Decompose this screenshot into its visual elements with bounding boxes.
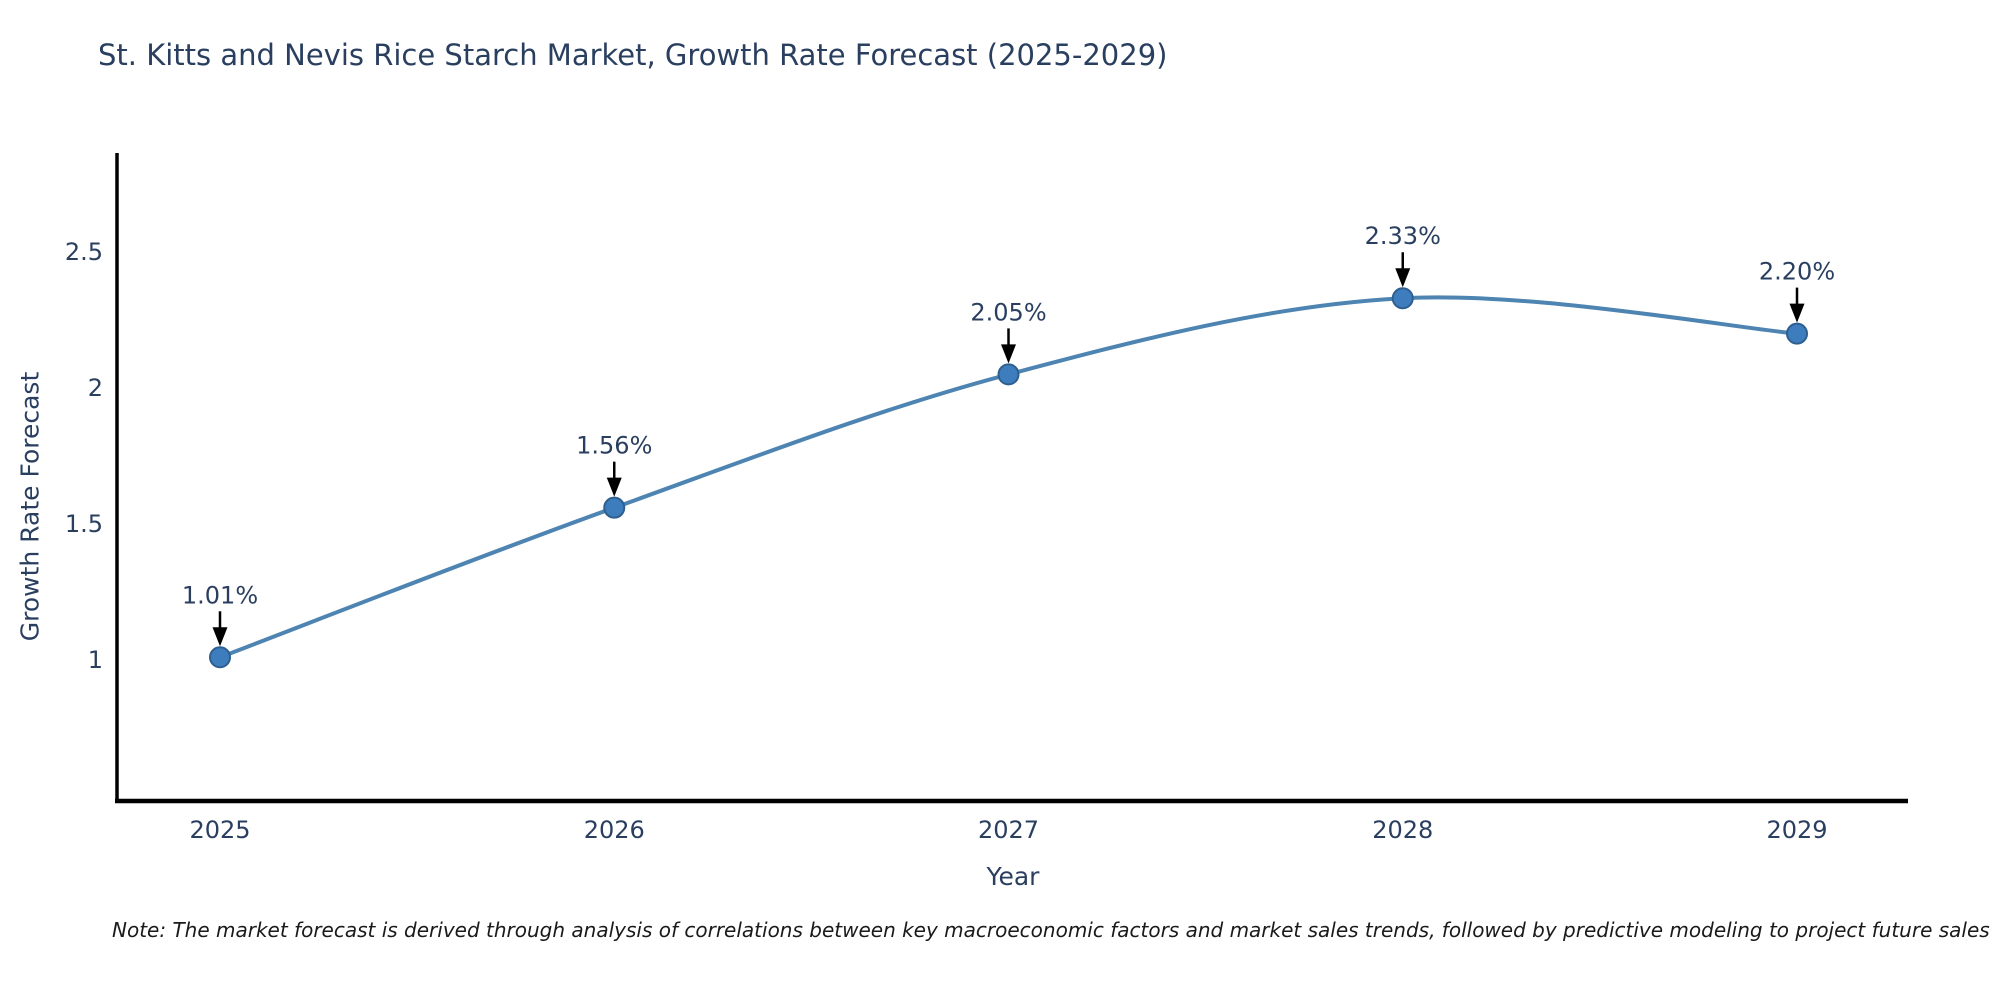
x-tick-label: 2027 bbox=[978, 816, 1039, 844]
annotation-label: 2.05% bbox=[970, 298, 1046, 326]
data-point-marker[interactable] bbox=[209, 646, 231, 669]
data-point-marker[interactable] bbox=[997, 363, 1020, 386]
y-tick-label: 2 bbox=[88, 374, 103, 402]
x-tick-label: 2026 bbox=[584, 816, 645, 844]
annotation-label: 1.56% bbox=[576, 432, 652, 460]
annotation-arrowhead bbox=[212, 627, 228, 647]
y-tick-label: 1 bbox=[88, 646, 103, 674]
data-point-marker[interactable] bbox=[1786, 322, 1808, 345]
data-point-marker[interactable] bbox=[603, 496, 626, 519]
annotation-arrowhead bbox=[1789, 303, 1805, 323]
footnote: Note: The market forecast is derived thr… bbox=[112, 918, 1990, 942]
x-tick-label: 2029 bbox=[1766, 816, 1827, 844]
data-point-marker[interactable] bbox=[1391, 287, 1414, 310]
annotation-label: 2.20% bbox=[1759, 258, 1835, 286]
annotation-label: 2.33% bbox=[1365, 222, 1441, 250]
annotation-label: 1.01% bbox=[182, 581, 258, 609]
annotation-arrowhead bbox=[1395, 268, 1411, 288]
x-tick-label: 2025 bbox=[189, 816, 250, 844]
chart-title: St. Kitts and Nevis Rice Starch Market, … bbox=[98, 38, 1168, 72]
x-axis-title: Year bbox=[986, 862, 1040, 891]
annotation-arrowhead bbox=[1001, 344, 1016, 364]
annotation-arrowhead bbox=[606, 477, 622, 497]
y-tick-label: 2.5 bbox=[65, 238, 103, 266]
y-tick-label: 1.5 bbox=[65, 510, 103, 538]
x-tick-label: 2028 bbox=[1372, 816, 1433, 844]
